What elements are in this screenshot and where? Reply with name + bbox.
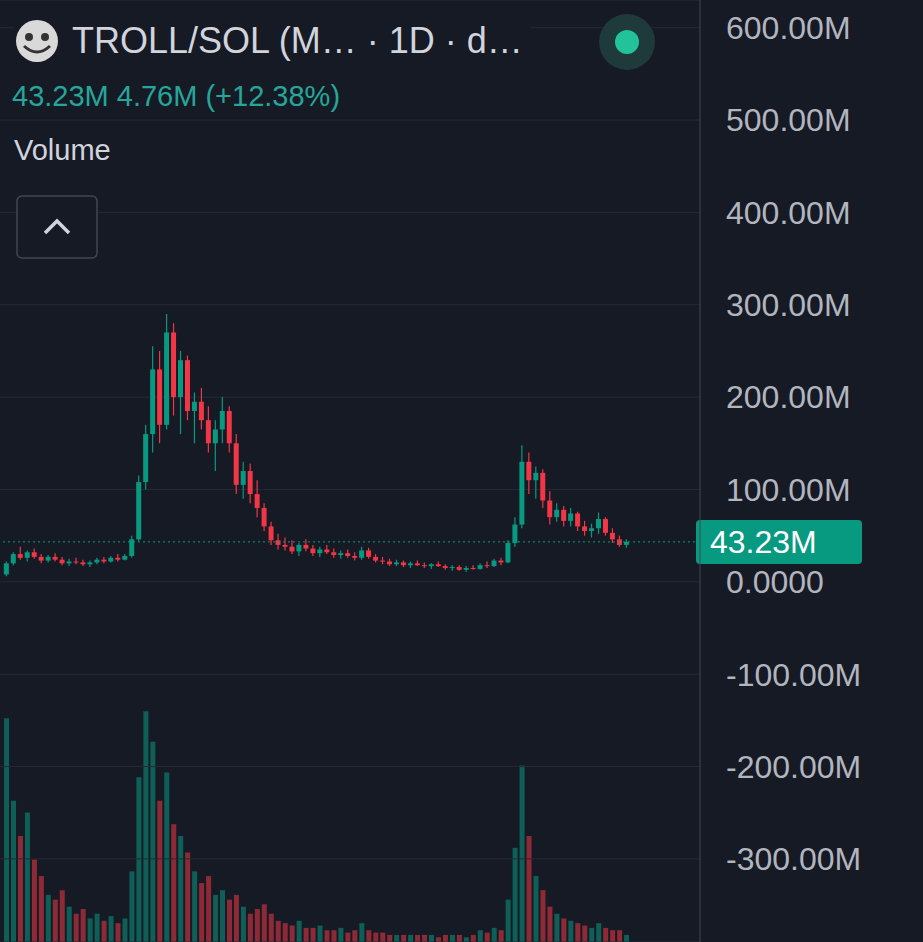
svg-text:600.00M: 600.00M (726, 10, 851, 46)
svg-text:400.00M: 400.00M (726, 195, 851, 231)
svg-text:0.0000: 0.0000 (726, 564, 824, 600)
svg-text:-100.00M: -100.00M (726, 657, 861, 693)
svg-text:43.23M: 43.23M (710, 524, 817, 560)
html-text:Volume: Volume (14, 134, 111, 166)
svg-text:-300.00M: -300.00M (726, 841, 861, 877)
svg-text:-200.00M: -200.00M (726, 749, 861, 785)
svg-text:300.00M: 300.00M (726, 287, 851, 323)
svg-text:200.00M: 200.00M (726, 379, 851, 415)
svg-text:500.00M: 500.00M (726, 102, 851, 138)
html-text:43.23M 4.76M (+12.38%): 43.23M 4.76M (+12.38%) (12, 80, 341, 112)
svg-text:100.00M: 100.00M (726, 472, 851, 508)
html-text:TROLL/SOL (M… · 1D · d…: TROLL/SOL (M… · 1D · d… (72, 20, 523, 61)
